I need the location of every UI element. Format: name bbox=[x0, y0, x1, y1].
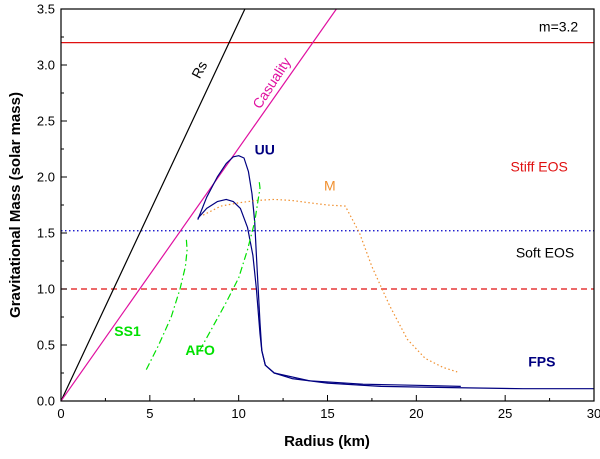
y-tick-label: 2.0 bbox=[37, 170, 55, 185]
x-tick-label: 30 bbox=[587, 406, 600, 421]
x-tick-label: 15 bbox=[320, 406, 334, 421]
x-tick-label: 25 bbox=[498, 406, 512, 421]
line-rs bbox=[61, 9, 246, 401]
plot-frame bbox=[60, 8, 595, 402]
series-ss1 bbox=[145, 238, 188, 370]
annotation-casuality: Casuality bbox=[249, 54, 294, 111]
annotation-stiff-eos: Stiff EOS bbox=[510, 158, 567, 174]
annotations: m=3.2 Rs Casuality UU M Stiff EOS Soft EOS SS1 A… bbox=[114, 18, 578, 369]
x-tick-label: 20 bbox=[409, 406, 423, 421]
y-axis: 0.0 0.5 1.0 1.5 2.0 2.5 3.0 3.5 bbox=[37, 2, 67, 409]
annotation-rs: Rs bbox=[188, 58, 210, 81]
annotation-uu: UU bbox=[255, 142, 275, 158]
y-tick-label: 3.0 bbox=[37, 58, 55, 73]
annotation-fps: FPS bbox=[528, 353, 555, 369]
series-fps bbox=[197, 198, 461, 387]
annotation-soft-eos: Soft EOS bbox=[516, 245, 574, 261]
y-tick-label: 1.0 bbox=[37, 282, 55, 297]
y-tick-label: 1.5 bbox=[37, 226, 55, 241]
line-casuality bbox=[61, 9, 337, 401]
annotation-m-3-2: m=3.2 bbox=[539, 18, 579, 34]
x-tick-label: 5 bbox=[146, 406, 153, 421]
series-uu bbox=[197, 155, 594, 390]
y-tick-label: 2.5 bbox=[37, 114, 55, 129]
plot-area bbox=[61, 9, 594, 401]
annotation-ss1: SS1 bbox=[114, 323, 141, 339]
y-tick-label: 0.5 bbox=[37, 338, 55, 353]
x-tick-label: 0 bbox=[57, 406, 64, 421]
x-axis-title: Radius (km) bbox=[284, 433, 370, 450]
series-m bbox=[202, 198, 458, 373]
annotation-m: M bbox=[324, 177, 336, 193]
x-tick-label: 10 bbox=[231, 406, 245, 421]
y-tick-label: 0.0 bbox=[37, 394, 55, 409]
x-axis: 0 5 10 15 20 25 30 bbox=[57, 395, 600, 421]
annotation-afo: AFO bbox=[185, 342, 215, 358]
series-afo bbox=[199, 180, 261, 351]
y-tick-label: 3.5 bbox=[37, 2, 55, 17]
y-axis-title: Gravitational Mass (solar mass) bbox=[7, 92, 24, 318]
